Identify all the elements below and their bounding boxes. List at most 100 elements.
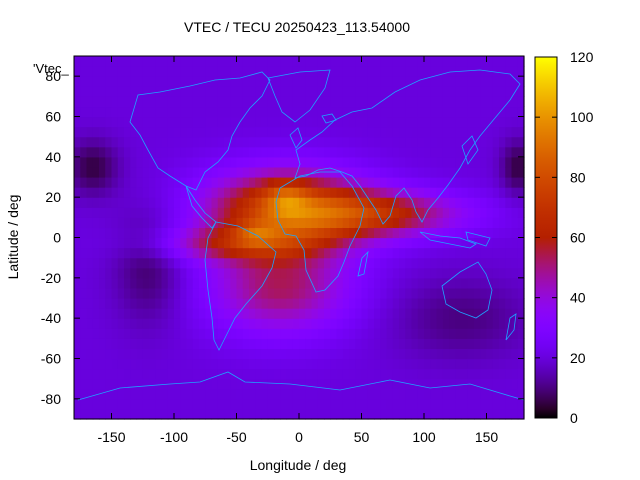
- heatmap-cell: [511, 287, 519, 299]
- heatmap-cell: [405, 187, 413, 198]
- heatmap-cell: [511, 277, 519, 289]
- heatmap-cell: [424, 358, 431, 370]
- heatmap-cell: [74, 257, 81, 269]
- heatmap-cell: [467, 96, 475, 108]
- heatmap-cell: [99, 177, 106, 188]
- heatmap-cell: [492, 287, 500, 299]
- heatmap-cell: [142, 298, 150, 309]
- heatmap-cell: [386, 66, 394, 77]
- heatmap-cell: [99, 398, 106, 410]
- heatmap-cell: [311, 388, 319, 400]
- heatmap-cell: [99, 156, 106, 168]
- heatmap-cell: [174, 56, 181, 67]
- heatmap-cell: [174, 277, 181, 289]
- heatmap-cell: [361, 308, 369, 319]
- heatmap-cell: [199, 56, 206, 67]
- heatmap-cell: [442, 308, 450, 319]
- heatmap-cell: [449, 136, 456, 148]
- heatmap-cell: [255, 298, 263, 309]
- heatmap-cell: [286, 368, 294, 380]
- heatmap-cell: [299, 126, 306, 138]
- heatmap-cell: [405, 56, 413, 67]
- heatmap-cell: [486, 86, 494, 97]
- heatmap-cell: [499, 328, 506, 339]
- heatmap-cell: [136, 177, 144, 188]
- heatmap-cell: [230, 267, 238, 279]
- heatmap-cell: [205, 408, 213, 420]
- heatmap-cell: [186, 368, 194, 380]
- heatmap-cell: [155, 398, 163, 410]
- heatmap-cell: [461, 166, 469, 178]
- heatmap-cell: [361, 96, 369, 108]
- heatmap-cell: [267, 408, 275, 420]
- heatmap-cell: [249, 348, 256, 360]
- heatmap-cell: [317, 177, 325, 188]
- heatmap-cell: [180, 348, 188, 360]
- heatmap-cell: [430, 227, 438, 239]
- heatmap-cell: [386, 298, 394, 309]
- heatmap-cell: [274, 308, 281, 319]
- heatmap-cell: [417, 358, 425, 370]
- heatmap-cell: [517, 116, 525, 128]
- heatmap-cell: [142, 197, 150, 208]
- heatmap-cell: [324, 247, 331, 259]
- heatmap-cell: [392, 187, 400, 198]
- heatmap-cell: [424, 308, 431, 319]
- heatmap-cell: [142, 76, 150, 87]
- heatmap-cell: [405, 328, 413, 339]
- heatmap-cell: [74, 96, 81, 108]
- heatmap-cell: [136, 66, 144, 77]
- heatmap-cell: [324, 408, 331, 420]
- heatmap-cell: [436, 86, 444, 97]
- heatmap-cell: [305, 197, 313, 208]
- heatmap-cell: [192, 277, 200, 289]
- heatmap-cell: [186, 136, 194, 148]
- heatmap-cell: [324, 257, 331, 269]
- heatmap-cell: [242, 197, 250, 208]
- heatmap-cell: [511, 338, 519, 350]
- heatmap-cell: [492, 257, 500, 269]
- heatmap-cell: [355, 408, 363, 420]
- heatmap-cell: [105, 358, 113, 370]
- heatmap-cell: [461, 277, 469, 289]
- heatmap-cell: [336, 207, 344, 218]
- heatmap-cell: [324, 358, 331, 370]
- heatmap-cell: [430, 187, 438, 198]
- heatmap-cell: [224, 66, 231, 77]
- heatmap-cell: [386, 267, 394, 279]
- heatmap-cell: [255, 277, 263, 289]
- heatmap-cell: [486, 358, 494, 370]
- heatmap-cell: [130, 207, 138, 218]
- heatmap-cell: [317, 257, 325, 269]
- heatmap-cell: [86, 287, 94, 299]
- heatmap-cell: [492, 348, 500, 360]
- heatmap-cell: [392, 277, 400, 289]
- heatmap-cell: [399, 267, 406, 279]
- heatmap-cell: [249, 298, 256, 309]
- heatmap-cell: [436, 56, 444, 67]
- heatmap-cell: [242, 227, 250, 239]
- heatmap-cell: [80, 197, 88, 208]
- heatmap-cell: [99, 207, 106, 218]
- heatmap-cell: [511, 388, 519, 400]
- heatmap-cell: [311, 166, 319, 178]
- heatmap-cell: [361, 76, 369, 87]
- heatmap-cell: [361, 156, 369, 168]
- heatmap-cell: [499, 126, 506, 138]
- heatmap-cell: [467, 308, 475, 319]
- heatmap-cell: [330, 156, 338, 168]
- heatmap-cell: [105, 368, 113, 380]
- heatmap-cell: [386, 368, 394, 380]
- heatmap-cell: [449, 358, 456, 370]
- heatmap-cell: [111, 408, 119, 420]
- heatmap-cell: [392, 237, 400, 249]
- heatmap-cell: [442, 388, 450, 400]
- heatmap-cell: [124, 177, 131, 188]
- heatmap-cell: [492, 126, 500, 138]
- heatmap-cell: [380, 197, 388, 208]
- heatmap-cell: [336, 267, 344, 279]
- heatmap-cell: [386, 136, 394, 148]
- heatmap-cell: [286, 86, 294, 97]
- heatmap-cell: [205, 348, 213, 360]
- heatmap-cell: [80, 136, 88, 148]
